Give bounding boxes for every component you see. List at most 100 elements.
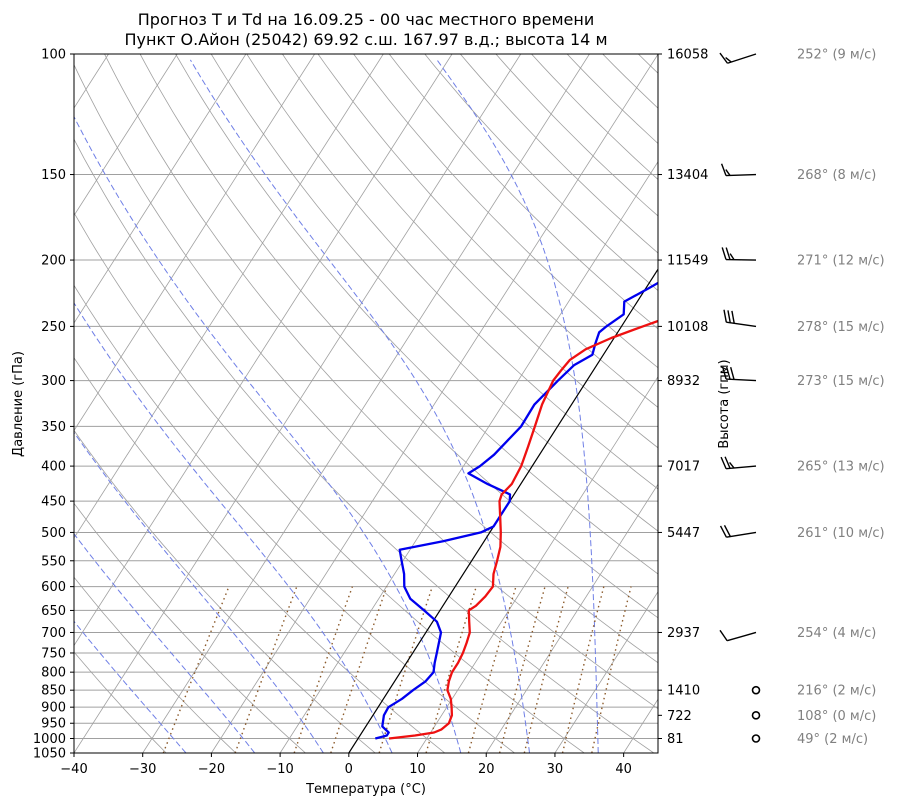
dry-adiabat bbox=[74, 502, 306, 753]
plot-frame bbox=[73, 53, 659, 754]
height-tick-label: 5447 bbox=[667, 526, 700, 541]
wind-label: 268° (8 м/с) bbox=[797, 168, 876, 183]
zero-isotherm bbox=[348, 268, 658, 753]
isotherm-line bbox=[623, 698, 658, 753]
mixing-ratio-line bbox=[234, 586, 298, 753]
wind-label: 265° (13 м/с) bbox=[797, 460, 885, 475]
mixing-ratio-line bbox=[498, 586, 546, 753]
pressure-tick-label: 650 bbox=[41, 604, 66, 619]
calm-wind-marker bbox=[751, 734, 761, 743]
isotherm-line bbox=[74, 54, 247, 324]
x-ticks: −40 −30 −20 −10 0 10 20 30 40 bbox=[60, 753, 632, 777]
wind-label: 261° (10 м/с) bbox=[797, 526, 885, 541]
pressure-tick-label: 250 bbox=[41, 320, 66, 335]
wind-barb-feather bbox=[720, 163, 727, 176]
wind-barb-staff bbox=[725, 173, 757, 177]
dry-adiabat bbox=[74, 284, 515, 753]
wind-label: 216° (2 м/с) bbox=[797, 684, 876, 699]
y-axis-label: Давление (гПа) bbox=[11, 351, 26, 457]
isotherm-line bbox=[417, 376, 658, 753]
wind-barb-staff bbox=[726, 531, 757, 538]
dry-adiabat bbox=[104, 54, 658, 664]
wind-barb-feather bbox=[729, 367, 735, 380]
height-tick-label: 16058 bbox=[667, 48, 708, 63]
moist-adiabat bbox=[74, 533, 256, 753]
isotherm-line bbox=[74, 54, 522, 753]
pressure-ticks: 100 150 200 250 300 350 400 450 500 550 600 650 700 7… bbox=[33, 48, 74, 762]
wind-label: 278° (15 м/с) bbox=[797, 320, 885, 335]
mixing-ratio-line bbox=[293, 586, 354, 753]
calm-wind-marker bbox=[751, 685, 761, 695]
wind-barb-staff bbox=[725, 258, 757, 261]
wind-barb-staff bbox=[726, 465, 757, 470]
isotherm-line bbox=[211, 54, 658, 753]
wind-barb-feather bbox=[725, 57, 732, 63]
isotherm-line bbox=[142, 54, 590, 753]
wind-label: 252° (9 м/с) bbox=[797, 48, 876, 63]
moist-adiabat bbox=[74, 620, 187, 753]
height-tick-label: 7017 bbox=[667, 460, 700, 475]
height-tick-label: 722 bbox=[667, 709, 692, 724]
dry-adiabat bbox=[781, 54, 900, 753]
dry-adiabat bbox=[246, 54, 658, 490]
mixing-ratio-line bbox=[561, 586, 605, 753]
temperature-line bbox=[388, 319, 658, 740]
dry-adiabat bbox=[74, 429, 376, 753]
pressure-tick-label: 100 bbox=[41, 48, 66, 63]
wind-label: 108° (0 м/с) bbox=[797, 709, 876, 724]
dry-adiabat bbox=[353, 54, 658, 369]
pressure-tick-label: 1050 bbox=[33, 747, 66, 762]
height-tick-label: 13404 bbox=[667, 168, 708, 183]
moist-adiabat bbox=[189, 59, 530, 753]
calm-wind-marker bbox=[751, 711, 761, 720]
dry-adiabat bbox=[74, 357, 446, 753]
dry-adiabat bbox=[531, 54, 658, 180]
x-tick-label: 40 bbox=[615, 762, 632, 777]
mixing-ratio-lines bbox=[162, 586, 632, 753]
pressure-tick-label: 550 bbox=[41, 554, 66, 569]
x-axis-label: Температура (°C) bbox=[305, 782, 426, 797]
wind-barb-staff bbox=[726, 378, 757, 382]
dry-adiabat bbox=[139, 54, 658, 619]
x-tick-label: 0 bbox=[345, 762, 353, 777]
moist-adiabat bbox=[74, 302, 393, 753]
dry-adiabat bbox=[74, 63, 658, 710]
wind-barb-feather bbox=[719, 525, 727, 538]
isotherm-line bbox=[74, 54, 315, 432]
wind-barb-staff bbox=[726, 321, 757, 328]
pressure-tick-label: 800 bbox=[41, 666, 66, 681]
x-tick-label: −20 bbox=[198, 762, 225, 777]
wind-barb-feather bbox=[729, 253, 735, 261]
wind-barbs: 252° (9 м/с) 268° (8 м/с) 271° (12 м/с) 278… bbox=[719, 48, 885, 747]
wind-barb-feather bbox=[724, 456, 731, 469]
moist-adiabats bbox=[74, 59, 599, 753]
pressure-tick-label: 850 bbox=[41, 684, 66, 699]
wind-barb-feather bbox=[725, 169, 731, 176]
x-tick-label: −10 bbox=[266, 762, 293, 777]
dry-adiabat bbox=[745, 54, 900, 753]
wind-barb-feather bbox=[725, 366, 731, 380]
dry-adiabat bbox=[282, 54, 658, 449]
wind-label: 49° (2 м/с) bbox=[797, 732, 868, 747]
dry-adiabat bbox=[495, 54, 658, 217]
wind-barb-feather bbox=[723, 309, 727, 323]
pressure-tick-label: 400 bbox=[41, 460, 66, 475]
skewed-isotherms bbox=[74, 54, 658, 753]
pressure-tick-label: 700 bbox=[41, 626, 66, 641]
dry-adiabat bbox=[424, 54, 658, 292]
height-tick-label: 1410 bbox=[667, 684, 700, 699]
mixing-ratio-line bbox=[162, 586, 230, 753]
pressure-tick-label: 600 bbox=[41, 580, 66, 595]
dry-adiabat bbox=[317, 54, 658, 408]
height-tick-label: 8932 bbox=[667, 374, 700, 389]
pressure-tick-label: 300 bbox=[41, 374, 66, 389]
dry-adiabat bbox=[566, 54, 658, 145]
moist-adiabat bbox=[436, 59, 599, 753]
dry-adiabat bbox=[388, 54, 658, 330]
wind-barb-feather bbox=[725, 247, 731, 260]
isotherm-line bbox=[74, 54, 384, 539]
dry-adiabat bbox=[74, 211, 585, 753]
wind-barb-feather bbox=[729, 461, 735, 469]
pressure-tick-label: 1000 bbox=[33, 732, 66, 747]
